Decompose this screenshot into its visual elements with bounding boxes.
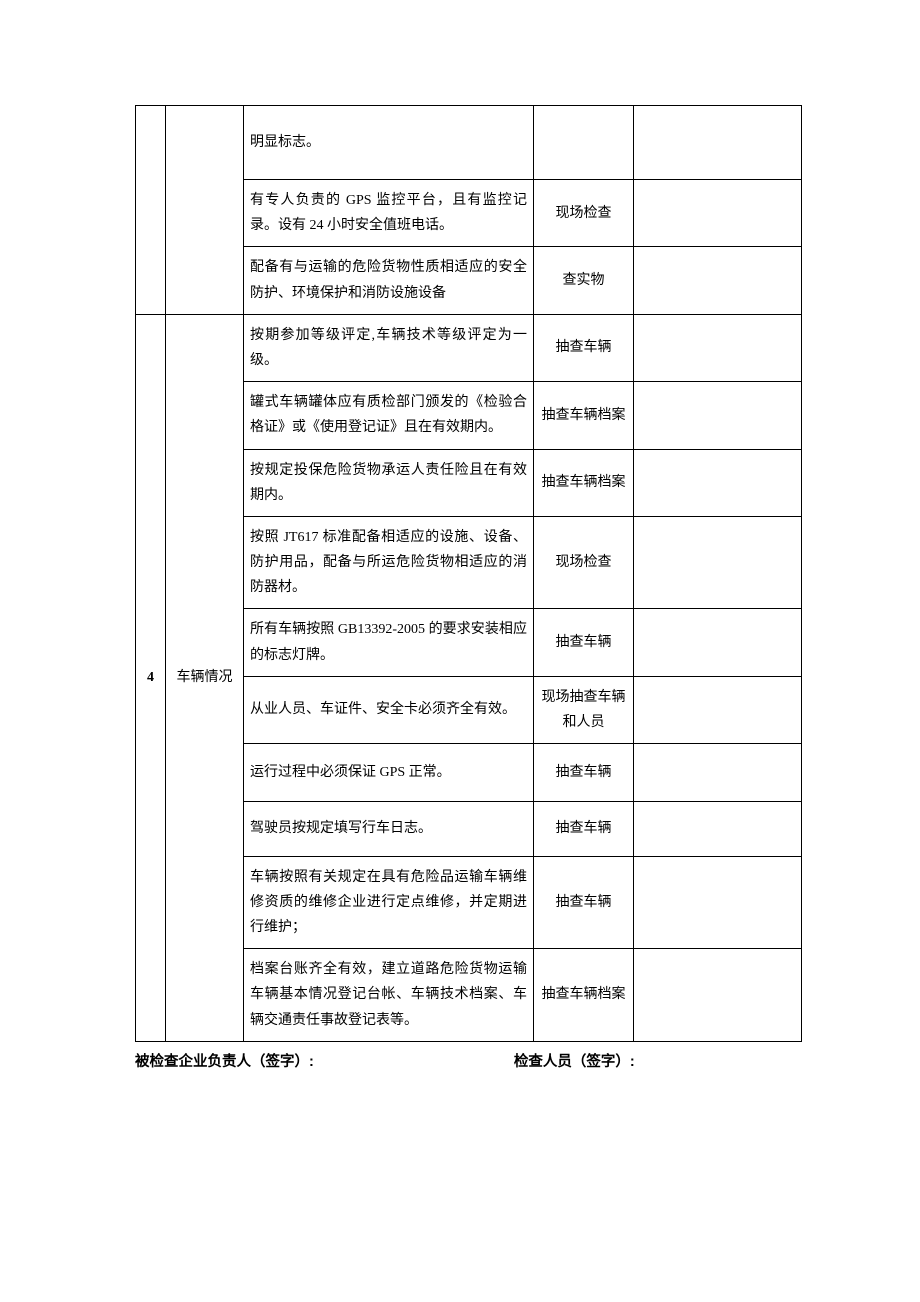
method-cell: 抽查车辆档案	[534, 449, 634, 516]
remark-cell	[634, 676, 802, 743]
remark-cell	[634, 449, 802, 516]
remark-cell	[634, 516, 802, 609]
content-cell: 按期参加等级评定,车辆技术等级评定为一级。	[244, 314, 534, 381]
method-cell: 现场检查	[534, 180, 634, 247]
content-cell: 驾驶员按规定填写行车日志。	[244, 802, 534, 856]
method-cell: 抽查车辆	[534, 609, 634, 676]
category-cell-continuation	[166, 106, 244, 315]
num-cell-continuation	[136, 106, 166, 315]
content-cell: 罐式车辆罐体应有质检部门颁发的《检验合格证》或《使用登记证》且在有效期内。	[244, 382, 534, 449]
content-cell: 有专人负责的 GPS 监控平台，且有监控记录。设有 24 小时安全值班电话。	[244, 180, 534, 247]
method-cell: 查实物	[534, 247, 634, 314]
method-cell: 现场抽查车辆和人员	[534, 676, 634, 743]
remark-cell	[634, 802, 802, 856]
method-cell: 现场检查	[534, 516, 634, 609]
method-cell: 抽查车辆	[534, 314, 634, 381]
remark-cell	[634, 247, 802, 314]
content-cell: 从业人员、车证件、安全卡必须齐全有效。	[244, 676, 534, 743]
content-cell: 所有车辆按照 GB13392-2005 的要求安装相应的标志灯牌。	[244, 609, 534, 676]
method-cell: 抽查车辆	[534, 856, 634, 949]
remark-cell	[634, 314, 802, 381]
content-cell: 档案台账齐全有效，建立道路危险货物运输车辆基本情况登记台帐、车辆技术档案、车辆交…	[244, 949, 534, 1042]
content-cell: 配备有与运输的危险货物性质相适应的安全防护、环境保护和消防设施设备	[244, 247, 534, 314]
content-cell: 运行过程中必须保证 GPS 正常。	[244, 744, 534, 802]
table-row: 明显标志。	[136, 106, 802, 180]
method-cell: 抽查车辆	[534, 744, 634, 802]
inspection-table: 明显标志。 有专人负责的 GPS 监控平台，且有监控记录。设有 24 小时安全值…	[135, 105, 802, 1042]
num-cell: 4	[136, 314, 166, 1041]
signature-left-label: 被检查企业负责人（签字）:	[135, 1050, 314, 1071]
table-row: 4 车辆情况 按期参加等级评定,车辆技术等级评定为一级。 抽查车辆	[136, 314, 802, 381]
remark-cell	[634, 744, 802, 802]
content-cell: 明显标志。	[244, 106, 534, 180]
signature-right-label: 检查人员（签字）:	[514, 1050, 635, 1071]
signature-line: 被检查企业负责人（签字）: 检查人员（签字）:	[135, 1050, 802, 1071]
remark-cell	[634, 949, 802, 1042]
method-cell: 抽查车辆	[534, 802, 634, 856]
remark-cell	[634, 106, 802, 180]
method-cell	[534, 106, 634, 180]
method-cell: 抽查车辆档案	[534, 382, 634, 449]
remark-cell	[634, 856, 802, 949]
content-cell: 按规定投保危险货物承运人责任险且在有效期内。	[244, 449, 534, 516]
content-cell: 车辆按照有关规定在具有危险品运输车辆维修资质的维修企业进行定点维修，并定期进行维…	[244, 856, 534, 949]
remark-cell	[634, 382, 802, 449]
category-cell: 车辆情况	[166, 314, 244, 1041]
content-cell: 按照 JT617 标准配备相适应的设施、设备、防护用品，配备与所运危险货物相适应…	[244, 516, 534, 609]
remark-cell	[634, 180, 802, 247]
method-cell: 抽查车辆档案	[534, 949, 634, 1042]
remark-cell	[634, 609, 802, 676]
